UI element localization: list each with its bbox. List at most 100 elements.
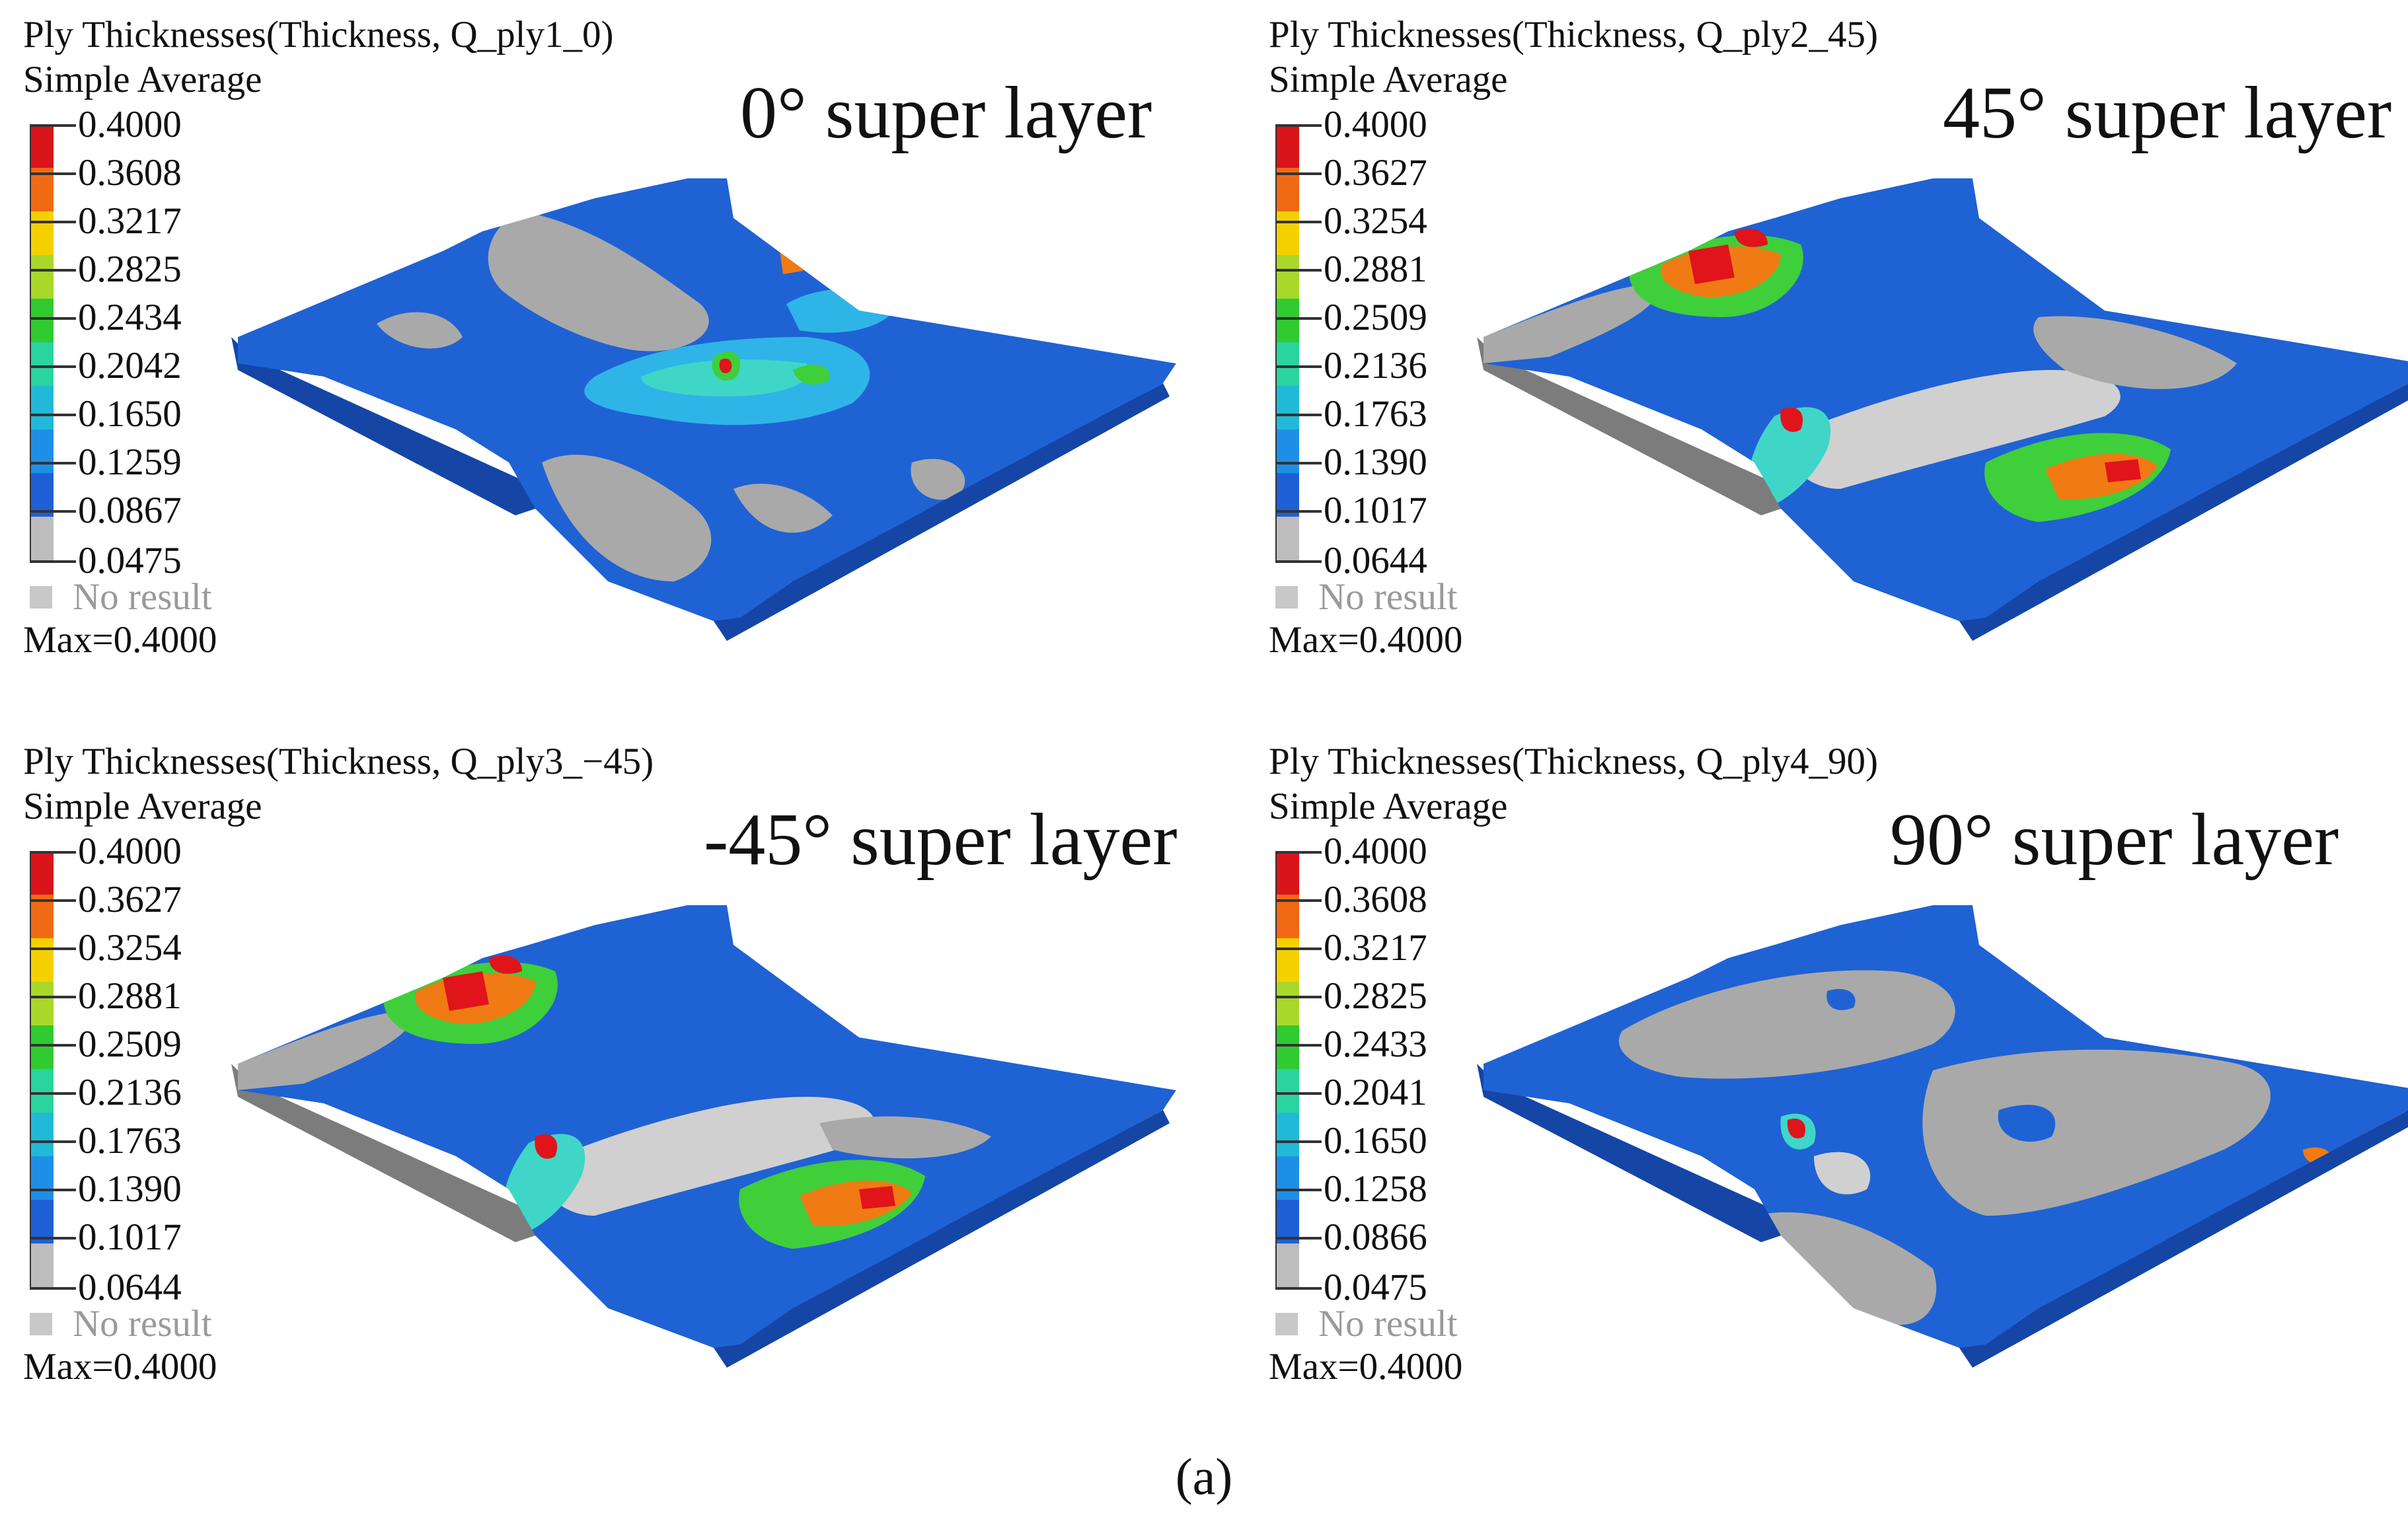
region-orange (780, 248, 803, 274)
legend-swatch (31, 124, 54, 168)
color-legend-bar (1275, 124, 1299, 560)
layer-heading: 90° super layer (1890, 799, 2339, 881)
tick-label: 0.1017 (1324, 490, 1427, 531)
region-red (790, 958, 839, 994)
layer-heading: 0° super layer (740, 72, 1152, 154)
region-orange (334, 199, 360, 211)
max-value: Max=0.4000 (1269, 619, 1463, 661)
color-legend-bar (1275, 851, 1299, 1287)
region-red (1787, 1118, 1806, 1138)
legend-swatch (1277, 851, 1299, 895)
tick-mark (30, 1140, 76, 1143)
tick-mark (1275, 851, 1322, 854)
legend-swatch (1277, 124, 1299, 168)
region-gray (734, 484, 833, 533)
tick-label: 0.3608 (1324, 879, 1427, 920)
tick-label: 0.3217 (1324, 927, 1427, 969)
panel-edge (714, 383, 1170, 641)
tick-mark (30, 269, 76, 272)
tick-mark (30, 221, 76, 223)
tick-mark (1275, 1140, 1322, 1143)
region-lightblue (1583, 912, 1632, 934)
tick-label: 0.1650 (1324, 1120, 1427, 1162)
region-gray (488, 211, 709, 352)
legend-swatch (1277, 1156, 1299, 1200)
legend-swatch (31, 982, 54, 1025)
legend-swatch (1277, 1025, 1299, 1069)
legend-swatch (1277, 342, 1299, 386)
region-gray (238, 1011, 412, 1090)
legend-swatch (31, 342, 54, 386)
region-gray (1922, 1049, 2271, 1216)
no-result-swatch (1275, 586, 1298, 609)
tick-label: 0.3627 (78, 879, 182, 920)
legend-swatch (31, 1113, 54, 1156)
max-value: Max=0.4000 (23, 1346, 217, 1388)
panel-minus45deg: Ply Thicknesses(Thickness, Q_ply3_−45) S… (0, 727, 1204, 1454)
tick-label: 0.2509 (1324, 297, 1427, 338)
region-gray (542, 455, 712, 581)
tick-mark (30, 1044, 76, 1047)
legend-swatch (31, 938, 54, 982)
tick-mark (1275, 560, 1322, 563)
tick-mark (30, 1189, 76, 1191)
region-orange (1593, 918, 1616, 928)
legend-swatch (31, 211, 54, 255)
tick-label: 0.3627 (1324, 152, 1427, 194)
tick-mark (1275, 1287, 1322, 1290)
floor-panel-contour-model (231, 178, 1176, 641)
tick-label: 0.1650 (78, 393, 182, 435)
tick-mark (1275, 510, 1322, 513)
panel-edge (1477, 1064, 1787, 1242)
tick-mark (1275, 365, 1322, 368)
tick-label: 0.3217 (78, 200, 182, 242)
region-green (793, 365, 830, 385)
legend-swatch (1277, 211, 1299, 255)
result-title: Ply Thicknesses(Thickness, Q_ply2_45) (1269, 14, 1878, 56)
legend-swatch (1277, 895, 1299, 938)
result-title: Ply Thicknesses(Thickness, Q_ply3_−45) (23, 741, 654, 782)
tick-mark (30, 172, 76, 175)
legend-swatch (1277, 1200, 1299, 1243)
region-gray (911, 459, 965, 500)
tick-mark (30, 1092, 76, 1095)
legend-swatch (31, 429, 54, 473)
tick-label: 0.1258 (1324, 1168, 1427, 1210)
panel-45deg: Ply Thicknesses(Thickness, Q_ply2_45) Si… (1246, 0, 2408, 727)
tick-mark (30, 462, 76, 464)
region-gray (819, 1116, 991, 1159)
panel-90deg: Ply Thicknesses(Thickness, Q_ply4_90) Si… (1246, 727, 2408, 1454)
tick-label: 0.0867 (78, 490, 182, 531)
legend-swatch (31, 386, 54, 429)
tick-label: 0.2825 (1324, 975, 1427, 1017)
legend-swatch (31, 1156, 54, 1200)
tick-label: 0.2136 (1324, 345, 1427, 387)
result-title: Ply Thicknesses(Thickness, Q_ply1_0) (23, 14, 614, 56)
tick-mark (30, 365, 76, 368)
region-red (443, 971, 489, 1011)
region-red (2035, 958, 2085, 994)
no-result-swatch (1275, 1313, 1298, 1335)
legend-swatch (31, 255, 54, 299)
legend-swatch (1277, 1069, 1299, 1113)
tick-mark (30, 414, 76, 416)
tick-mark (30, 1237, 76, 1240)
max-value: Max=0.4000 (1269, 1346, 1463, 1388)
layer-heading: -45° super layer (704, 799, 1178, 881)
tick-label: 0.1390 (78, 1168, 182, 1210)
no-result-swatch (30, 1313, 52, 1335)
floor-panel-contour-model (231, 905, 1176, 1368)
tick-mark (30, 1287, 76, 1290)
no-result-swatch (30, 586, 52, 609)
tick-mark (30, 510, 76, 513)
tick-label: 0.2825 (78, 248, 182, 290)
panel-edge (1959, 383, 2408, 641)
tick-label: 0.1017 (78, 1216, 182, 1258)
panel-0deg: Ply Thicknesses(Thickness, Q_ply1_0) Sim… (0, 0, 1204, 727)
region-red (489, 955, 522, 974)
tick-label: 0.0475 (1324, 1267, 1427, 1308)
result-subtitle: Simple Average (23, 786, 262, 827)
legend-swatch (1277, 938, 1299, 982)
legend-swatch (1277, 1113, 1299, 1156)
result-subtitle: Simple Average (23, 59, 262, 100)
